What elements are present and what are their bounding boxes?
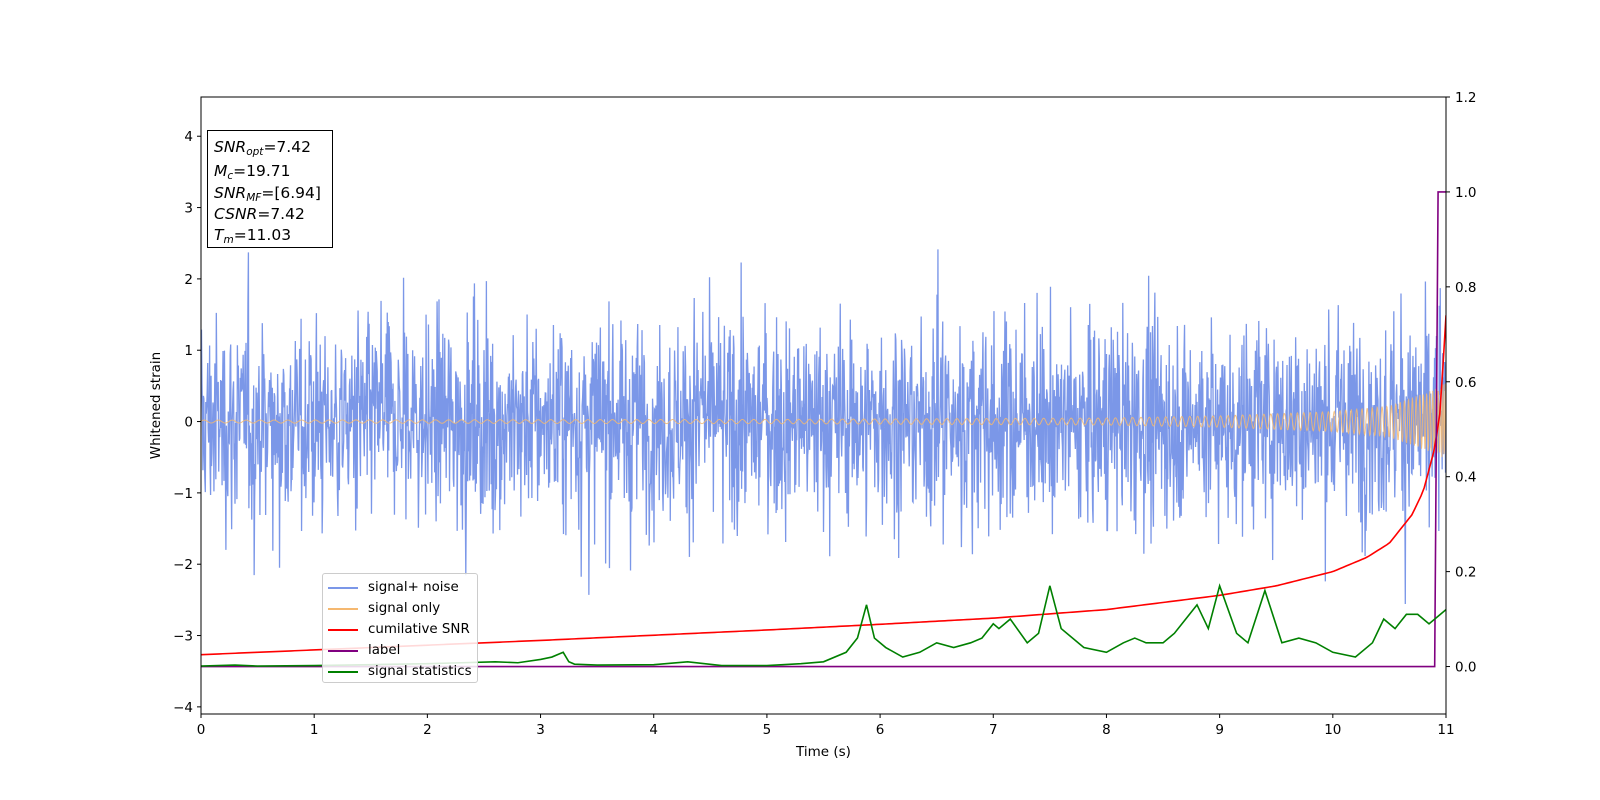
csnr-annotation: CSNR=7.42 [214, 205, 305, 223]
legend-item-signal-noise: signal+ noise [323, 577, 477, 598]
y2-tick-label: 0.0 [1455, 660, 1476, 676]
y-tick-label: 2 [184, 272, 193, 288]
y2-tick-label: 1.2 [1455, 90, 1476, 106]
legend-label: label [368, 643, 401, 658]
legend: signal+ noise signal only cumilative SNR… [322, 573, 478, 683]
y-tick-label: −2 [173, 557, 193, 573]
legend-label: cumilative SNR [368, 622, 470, 637]
y2-tick-label: 0.8 [1455, 280, 1476, 296]
y-tick-label: −3 [173, 629, 193, 645]
x-tick-label: 8 [1102, 722, 1111, 738]
legend-swatch [328, 670, 358, 673]
series-signal-noise [201, 249, 1446, 605]
y2-tick-label: 0.4 [1455, 470, 1476, 486]
legend-item-signal-only: signal only [323, 598, 477, 619]
series-label [201, 191, 1446, 668]
legend-label: signal only [368, 601, 441, 616]
plot-frame [200, 96, 1447, 715]
x-tick-label: 4 [649, 722, 658, 738]
series-signal-statistics [201, 583, 1446, 667]
series-signal-only [201, 383, 1446, 461]
legend-label: signal+ noise [368, 580, 459, 595]
legend-swatch [328, 628, 358, 631]
legend-item-label: label [323, 640, 477, 661]
snr-mf-annotation: SNRMF=[6.94] [214, 184, 321, 204]
x-tick-label: 1 [310, 722, 319, 738]
x-tick-label: 6 [876, 722, 885, 738]
x-tick-label: 0 [197, 722, 206, 738]
x-tick-label: 11 [1437, 722, 1454, 738]
y-tick-label: 0 [184, 415, 193, 431]
y-tick-label: 1 [184, 343, 193, 359]
legend-swatch [328, 586, 358, 589]
x-tick-label: 9 [1215, 722, 1224, 738]
legend-swatch [328, 607, 358, 610]
y-tick-label: 3 [184, 201, 193, 217]
x-tick-label: 5 [763, 722, 772, 738]
x-tick-label: 10 [1324, 722, 1341, 738]
annotation-box: SNRopt=7.42 Mc=19.71 SNRMF=[6.94] CSNR=7… [207, 130, 333, 248]
y-tick-label: 4 [184, 129, 193, 145]
x-tick-label: 2 [423, 722, 432, 738]
legend-item-cumulative-snr: cumilative SNR [323, 619, 477, 640]
x-tick-label: 7 [989, 722, 998, 738]
legend-label: signal statistics [368, 664, 472, 679]
y-tick-label: −1 [173, 486, 193, 502]
snr-opt-annotation: SNRopt=7.42 [214, 138, 311, 158]
legend-swatch [328, 649, 358, 652]
x-axis-label: Time (s) [795, 744, 851, 760]
y-tick-label: −4 [173, 700, 193, 716]
chirp-mass-annotation: Mc=19.71 [214, 162, 291, 182]
legend-item-signal-statistics: signal statistics [323, 661, 477, 682]
x-tick-label: 3 [536, 722, 545, 738]
y-axis-label: Whitened strain [148, 352, 164, 459]
y2-tick-label: 0.2 [1455, 565, 1476, 581]
y2-tick-label: 0.6 [1455, 375, 1476, 391]
merger-time-annotation: Tm=11.03 [214, 226, 292, 246]
y2-tick-label: 1.0 [1455, 185, 1476, 201]
